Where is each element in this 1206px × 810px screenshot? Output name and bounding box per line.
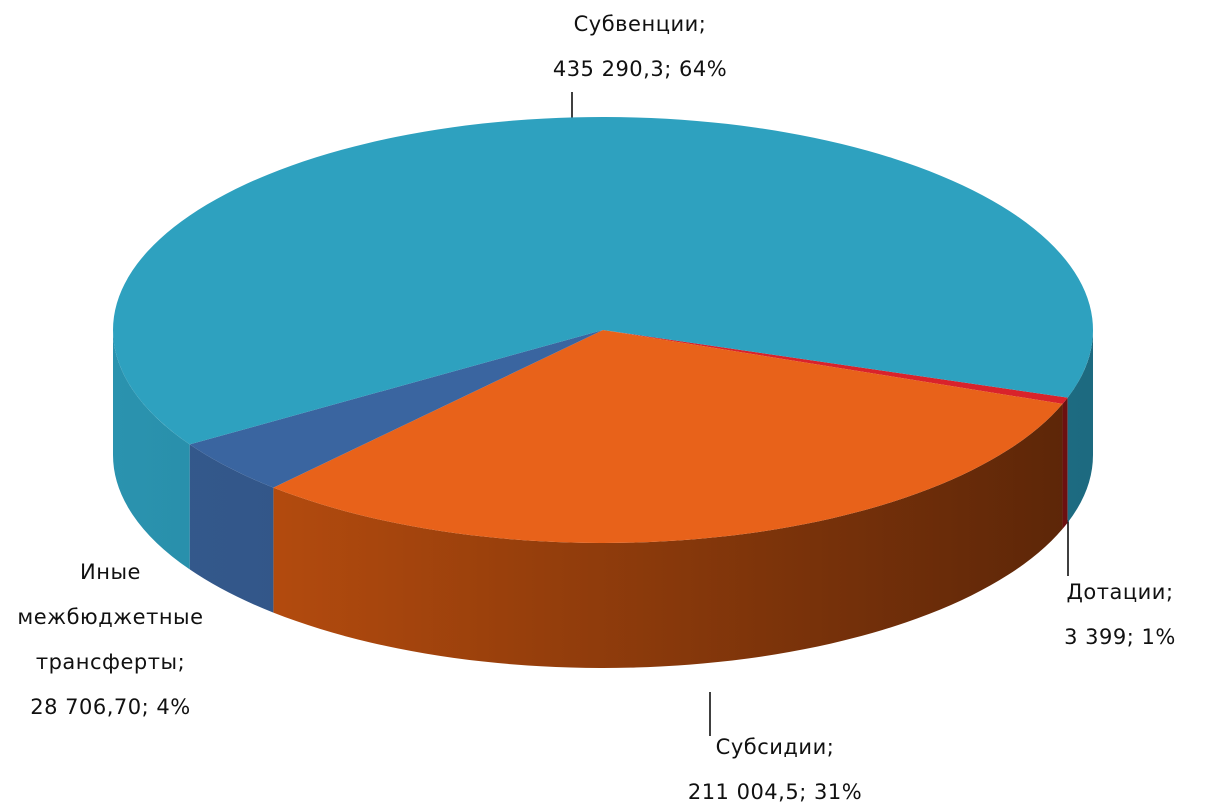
slice — [273, 330, 1063, 543]
category-label: Субсидии — [715, 735, 827, 759]
value-label: 435 290,3 — [552, 57, 665, 81]
value-line: 435 290,3; 64% — [500, 47, 780, 92]
value-line: 28 706,70; 4% — [8, 685, 213, 730]
separator: ; — [799, 780, 807, 804]
separator: ; — [826, 735, 835, 759]
data-label: Субсидии; 211 004,5; 31% — [660, 725, 890, 810]
slice-side — [113, 330, 190, 570]
slice-side — [1062, 397, 1068, 529]
separator: ; — [141, 695, 150, 719]
percent-label: 64% — [678, 57, 728, 81]
slice — [189, 330, 603, 488]
value-label: 28 706,70 — [30, 695, 142, 719]
slice — [603, 330, 1068, 404]
separator: ; — [1165, 580, 1174, 604]
slice — [112, 116, 1093, 445]
separator: ; — [177, 650, 186, 674]
category-label: Иные межбюджетные трансферты — [17, 560, 204, 674]
data-label: Субвенции; 435 290,3; 64% — [500, 2, 780, 92]
value-label: 3 399 — [1064, 625, 1127, 649]
percent-label: 4% — [156, 695, 191, 719]
data-label: Дотации; 3 399; 1% — [1010, 570, 1206, 660]
percent-label: 31% — [813, 780, 863, 804]
separator: ; — [698, 12, 707, 36]
value-line: 3 399; 1% — [1010, 615, 1206, 660]
value-label: 211 004,5 — [687, 780, 800, 804]
value-line: 211 004,5; 31% — [660, 770, 890, 810]
category-label: Дотации — [1066, 580, 1166, 604]
data-label: Иные межбюджетные трансферты; 28 706,70; … — [8, 550, 213, 730]
slice-side — [189, 444, 274, 613]
separator: ; — [664, 57, 672, 81]
category-label: Субвенции — [573, 12, 699, 36]
percent-label: 1% — [1141, 625, 1176, 649]
separator: ; — [1126, 625, 1135, 649]
slice-side — [1067, 330, 1093, 523]
slice-side — [273, 403, 1063, 668]
